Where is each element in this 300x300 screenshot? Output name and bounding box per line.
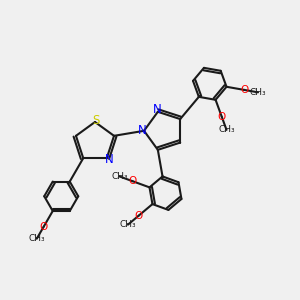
Text: S: S	[92, 113, 100, 127]
Text: CH₃: CH₃	[111, 172, 128, 181]
Text: O: O	[240, 85, 248, 95]
Text: N: N	[138, 124, 146, 137]
Text: CH₃: CH₃	[218, 125, 235, 134]
Text: O: O	[40, 222, 48, 232]
Text: CH₃: CH₃	[250, 88, 266, 97]
Text: O: O	[128, 176, 137, 186]
Text: CH₃: CH₃	[120, 220, 136, 229]
Text: O: O	[218, 112, 226, 122]
Text: O: O	[134, 211, 143, 221]
Text: CH₃: CH₃	[28, 234, 45, 243]
Text: N: N	[152, 103, 161, 116]
Text: N: N	[104, 153, 113, 166]
